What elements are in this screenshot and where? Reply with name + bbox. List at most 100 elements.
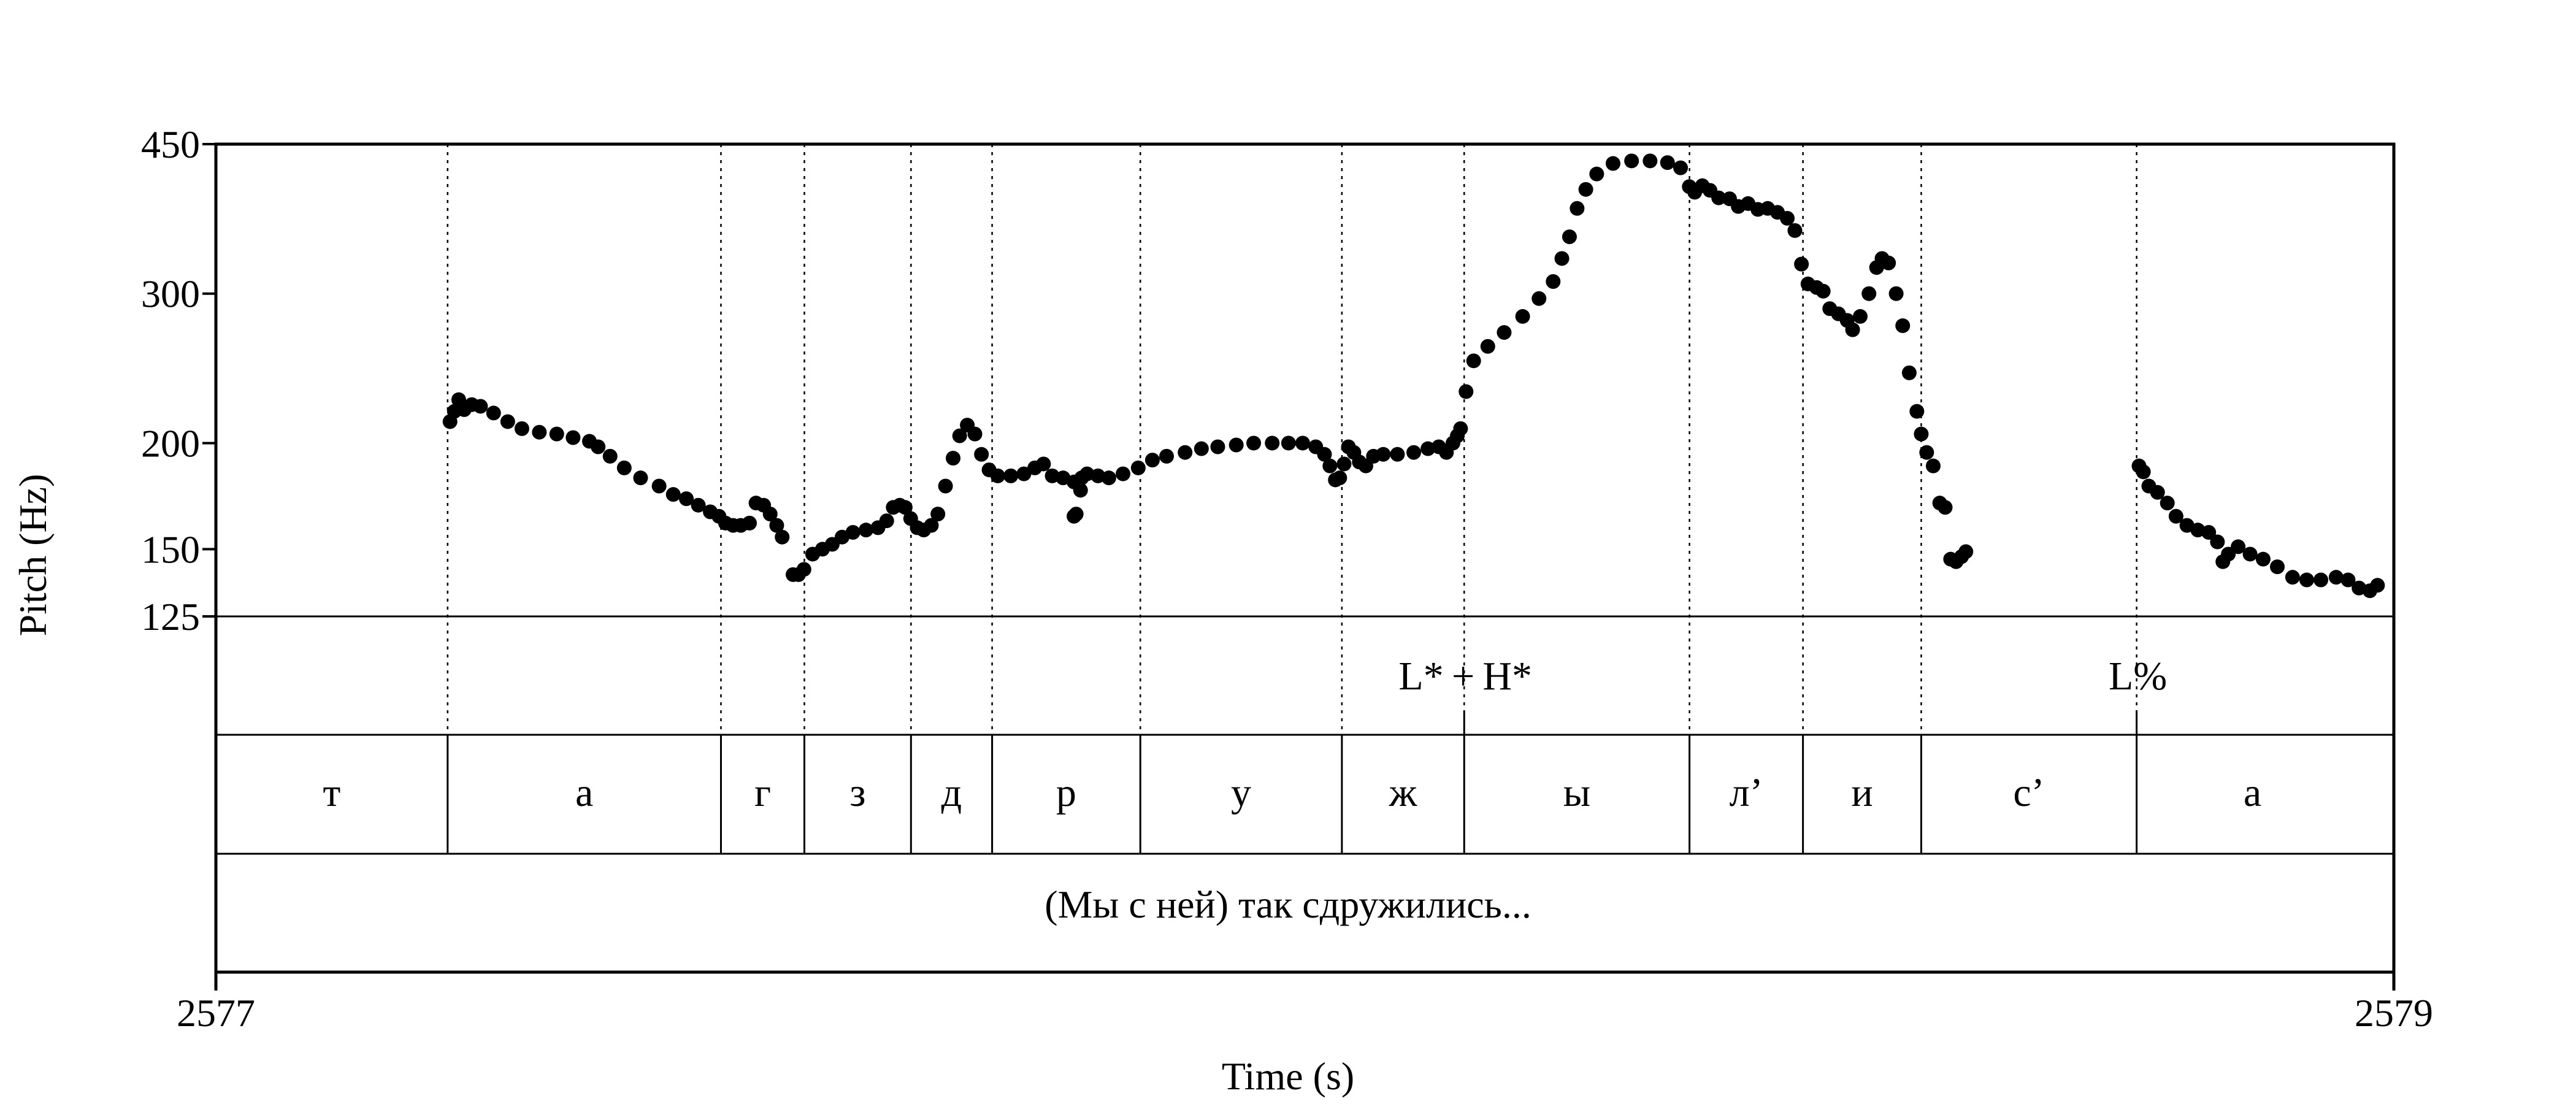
pitch-point bbox=[1531, 291, 1547, 306]
pitch-point bbox=[1101, 470, 1116, 486]
pitch-point bbox=[930, 507, 946, 522]
pitch-point bbox=[769, 518, 784, 533]
pitch-point bbox=[616, 460, 632, 475]
pitch-point bbox=[1554, 251, 1570, 266]
pitch-point bbox=[2328, 570, 2344, 585]
y-tick-label: 200 bbox=[141, 421, 200, 465]
pitch-point bbox=[775, 529, 790, 545]
segment-label: р bbox=[1056, 770, 1076, 815]
pitch-point bbox=[1453, 421, 1468, 436]
pitch-point bbox=[1578, 182, 1593, 197]
x-tick-label: 2579 bbox=[2355, 991, 2433, 1035]
pitch-point bbox=[1909, 404, 1925, 419]
pitch-point bbox=[514, 421, 529, 436]
pitch-point bbox=[967, 426, 983, 442]
pitch-point bbox=[1317, 447, 1332, 462]
segment-tier: т а г з д р у ж ы л’ и с’ а bbox=[323, 770, 2261, 815]
tone-label: L* + H* bbox=[1398, 654, 1532, 699]
pitch-point bbox=[1406, 445, 1422, 460]
y-tick-label: 125 bbox=[141, 595, 200, 638]
pitch-point bbox=[1144, 453, 1160, 468]
pitch-point bbox=[938, 478, 953, 494]
pitch-point bbox=[1003, 468, 1019, 483]
pitch-point bbox=[1605, 156, 1620, 171]
pitch-point bbox=[1036, 456, 1051, 472]
pitch-point bbox=[1562, 229, 1577, 245]
segment-label: а bbox=[2244, 770, 2261, 815]
pitch-point bbox=[1332, 470, 1347, 486]
pitch-point bbox=[549, 426, 564, 442]
pitch-point bbox=[897, 500, 913, 515]
plot-border bbox=[214, 142, 2396, 974]
pitch-point bbox=[1178, 445, 1193, 460]
pitch-point bbox=[1546, 274, 1561, 289]
pitch-point bbox=[1497, 325, 1512, 340]
pitch-point bbox=[1643, 153, 1658, 169]
tone-tier: L* + H* L% bbox=[1398, 654, 2167, 699]
pitch-point bbox=[1045, 468, 1060, 483]
pitch-point bbox=[2313, 572, 2329, 588]
pitch-point bbox=[1845, 322, 1860, 337]
segment-label: и bbox=[1851, 770, 1873, 815]
pitch-point bbox=[1787, 223, 1803, 238]
boundary-lines bbox=[447, 144, 2138, 854]
pitch-point bbox=[1295, 435, 1310, 451]
pitch-point bbox=[1624, 153, 1639, 169]
pitch-point bbox=[2370, 578, 2385, 593]
pitch-point bbox=[2299, 572, 2314, 588]
pitch-point bbox=[633, 470, 648, 486]
pitch-point bbox=[1091, 468, 1106, 483]
y-tick-label: 150 bbox=[141, 527, 200, 571]
pitch-point bbox=[1570, 201, 1585, 216]
pitch-point bbox=[1673, 160, 1689, 175]
pitch-point bbox=[1888, 286, 1904, 301]
pitch-point bbox=[796, 562, 811, 577]
pitch-point bbox=[1895, 318, 1911, 334]
y-tick-label: 300 bbox=[141, 272, 200, 316]
pitch-point bbox=[1861, 286, 1877, 301]
pitch-point bbox=[1853, 309, 1868, 324]
pitch-point bbox=[1079, 466, 1095, 481]
pitch-point bbox=[974, 447, 989, 462]
pitch-point bbox=[2285, 570, 2300, 585]
pitch-point bbox=[1589, 166, 1604, 182]
pitch-point bbox=[1794, 256, 1809, 272]
pitch-point bbox=[1390, 447, 1405, 462]
pitch-point bbox=[742, 515, 757, 531]
x-axis-ticks: 2577 2579 bbox=[177, 972, 2433, 1035]
pitch-point bbox=[1073, 483, 1088, 498]
pitch-point bbox=[1246, 435, 1262, 451]
pitch-point bbox=[1376, 447, 1391, 462]
pitch-point bbox=[946, 451, 961, 466]
pitch-point bbox=[486, 405, 501, 421]
segment-label: с’ bbox=[2013, 770, 2044, 815]
pitch-point bbox=[1068, 507, 1084, 522]
pitch-point bbox=[2150, 485, 2165, 500]
pitch-point bbox=[1815, 283, 1831, 299]
segment-label: л’ bbox=[1730, 770, 1763, 815]
pitch-point bbox=[2168, 508, 2183, 524]
pitch-point bbox=[1780, 210, 1795, 226]
pitch-point bbox=[879, 513, 894, 529]
segment-label: т bbox=[323, 770, 340, 815]
pitch-point bbox=[1159, 448, 1175, 464]
pitch-point bbox=[473, 399, 488, 414]
pitch-point bbox=[1336, 456, 1352, 472]
y-tick-label: 450 bbox=[141, 123, 200, 166]
pitch-point bbox=[1229, 437, 1244, 453]
pitch-point bbox=[952, 428, 967, 443]
pitch-point bbox=[845, 524, 861, 540]
pitch-point bbox=[2210, 534, 2225, 550]
pitch-point bbox=[1281, 435, 1296, 451]
pitch-point bbox=[2231, 539, 2246, 554]
pitch-point bbox=[858, 523, 873, 538]
phrase-tier: (Мы с ней) так сдружились... bbox=[1045, 883, 1531, 926]
pitch-point bbox=[1958, 544, 1974, 559]
y-axis-ticks: 125 150 200 300 450 bbox=[141, 123, 216, 638]
segment-label: ы bbox=[1563, 770, 1590, 815]
pitch-points bbox=[442, 153, 2385, 599]
y-axis-label: Pitch (Hz) bbox=[11, 474, 55, 637]
pitch-point bbox=[1480, 339, 1495, 354]
segment-label: д bbox=[941, 770, 962, 815]
x-tick-label: 2577 bbox=[177, 991, 255, 1035]
